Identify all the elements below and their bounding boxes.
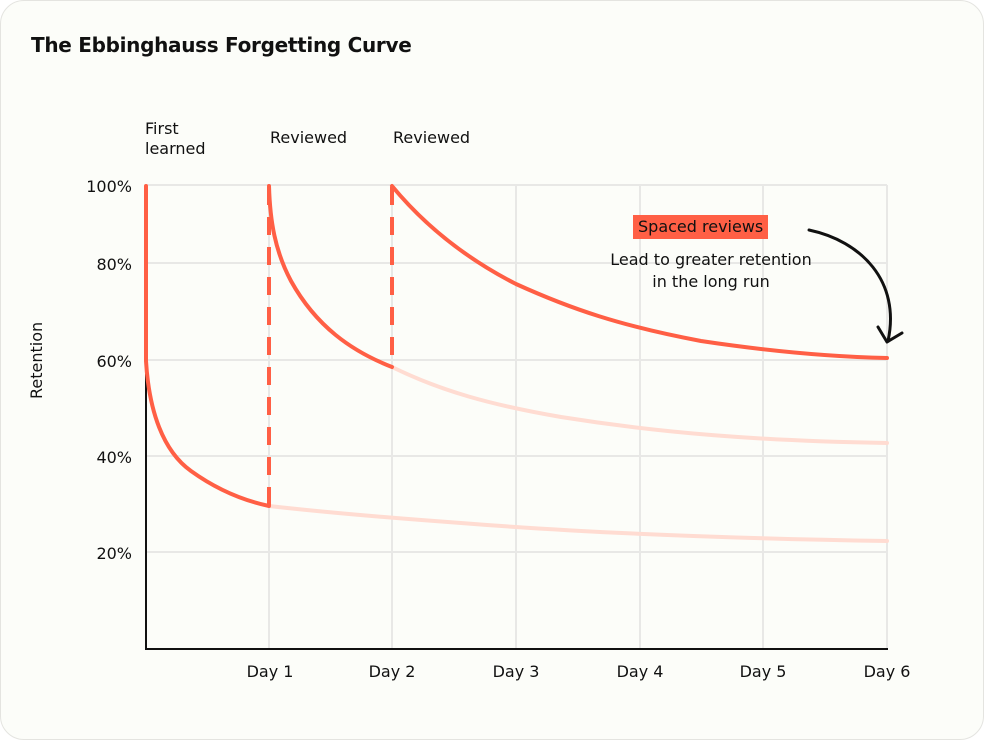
x-tick-labels: Day 1 Day 2 Day 3 Day 4 Day 5 Day 6 bbox=[247, 662, 911, 681]
y-tick: 60% bbox=[96, 352, 132, 371]
curve-after-review-2 bbox=[390, 184, 889, 360]
y-tick: 80% bbox=[96, 255, 132, 274]
curve-after-review-1 bbox=[267, 184, 394, 369]
faded-curve-no-review bbox=[267, 504, 889, 543]
axes bbox=[145, 361, 888, 650]
main-curves bbox=[144, 184, 889, 508]
x-tick: Day 4 bbox=[617, 662, 664, 681]
event-label-line: First bbox=[145, 119, 179, 138]
chart-title: The Ebbinghauss Forgetting Curve bbox=[31, 33, 412, 57]
annotation-line: Lead to greater retention bbox=[610, 250, 812, 269]
review-markers bbox=[267, 187, 394, 506]
x-tick: Day 2 bbox=[369, 662, 416, 681]
event-label-reviewed-2: Reviewed bbox=[393, 128, 471, 147]
faded-curves bbox=[267, 365, 889, 543]
event-label-line: learned bbox=[145, 139, 206, 158]
event-label-reviewed-1: Reviewed bbox=[270, 128, 348, 147]
x-tick: Day 5 bbox=[740, 662, 787, 681]
faded-curve-one-review bbox=[390, 365, 889, 445]
annotation-note: Lead to greater retention in the long ru… bbox=[581, 249, 841, 293]
annotation-arrow-icon bbox=[807, 228, 904, 344]
curve-first-learned bbox=[144, 184, 271, 508]
y-tick-labels: 100% 80% 60% 40% 20% bbox=[86, 177, 132, 563]
annotation-line: in the long run bbox=[652, 272, 770, 291]
event-label-first-learned: First learned bbox=[145, 119, 206, 159]
spaced-reviews-badge: Spaced reviews bbox=[633, 215, 769, 239]
y-tick: 20% bbox=[96, 544, 132, 563]
x-tick: Day 1 bbox=[247, 662, 294, 681]
y-tick: 40% bbox=[96, 448, 132, 467]
y-tick: 100% bbox=[86, 177, 132, 196]
x-tick: Day 3 bbox=[493, 662, 540, 681]
x-tick: Day 6 bbox=[864, 662, 911, 681]
